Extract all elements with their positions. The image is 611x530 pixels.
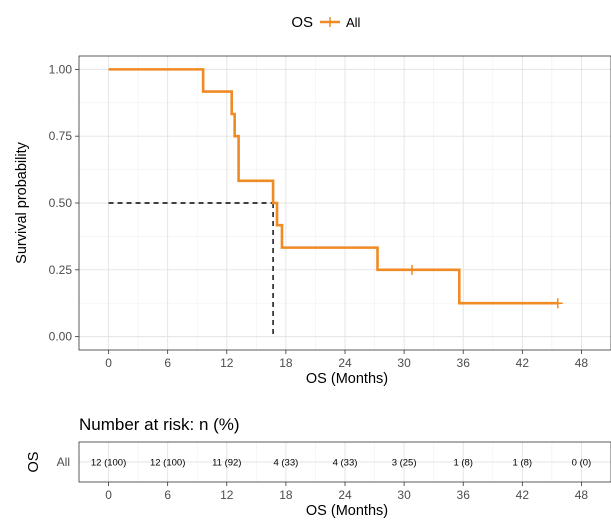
legend-label-all: All [346, 15, 361, 30]
risk-cell: 4 (33) [333, 458, 358, 469]
survival-curve-all [108, 68, 558, 305]
risk-x-tick-label: 6 [164, 488, 171, 502]
risk-cell: 12 (100) [91, 458, 126, 469]
y-tick-label: 0.50 [49, 196, 73, 210]
risk-table-panel: Number at risk: n (%) OS All 12 (100) 12 … [26, 415, 611, 519]
x-tick-label: 24 [338, 356, 352, 370]
risk-x-tick-label: 48 [575, 488, 589, 502]
median-survival-line [108, 202, 274, 337]
risk-cell: 1 (8) [453, 458, 473, 469]
y-tick-label: 0.25 [49, 263, 73, 277]
risk-x-axis-title: OS (Months) [306, 503, 388, 519]
x-tick-label: 36 [457, 356, 471, 370]
y-tick-label: 1.00 [49, 62, 73, 76]
risk-x-tick-label: 30 [397, 488, 411, 502]
risk-table-title: Number at risk: n (%) [79, 415, 240, 434]
risk-x-tick-label: 18 [279, 488, 293, 502]
risk-cell: 12 (100) [150, 458, 185, 469]
risk-x-tick-label: 12 [220, 488, 234, 502]
risk-x-tick-label: 24 [338, 488, 352, 502]
risk-cell: 0 (0) [572, 458, 592, 469]
censor-mark [552, 298, 563, 309]
x-tick-label: 18 [279, 356, 293, 370]
censor-mark [406, 264, 417, 275]
series-group [108, 68, 563, 337]
legend-title: OS [291, 14, 313, 31]
x-axis-title: OS (Months) [306, 371, 388, 387]
risk-row-label-all: All [57, 455, 70, 469]
risk-cell: 4 (33) [273, 458, 298, 469]
x-tick-label: 0 [105, 356, 112, 370]
x-tick-label: 12 [220, 356, 234, 370]
risk-cell: 1 (8) [513, 458, 533, 469]
survival-plot-panel: 0 6 12 18 24 30 36 42 48 0.00 0.25 0.50 0.75 1.00 OS (… [14, 55, 611, 387]
x-tick-label: 48 [575, 356, 589, 370]
y-axis-title: Survival probability [14, 141, 30, 263]
risk-x-tick-label: 0 [105, 488, 112, 502]
risk-table-grid [79, 442, 611, 482]
legend: OS All [291, 14, 360, 31]
risk-x-tick-label: 42 [516, 488, 530, 502]
y-tick-label: 0.00 [49, 330, 73, 344]
risk-table-x-axis: 0 6 12 18 24 30 36 42 48 OS (Months) [105, 482, 588, 519]
risk-cell: 3 (25) [392, 458, 417, 469]
x-tick-label: 42 [516, 356, 530, 370]
axes-group: 0 6 12 18 24 30 36 42 48 0.00 0.25 0.50 0.75 1.00 OS (… [14, 62, 588, 387]
risk-cell: 11 (92) [212, 458, 241, 469]
risk-table-group-label: OS [26, 452, 42, 473]
x-tick-label: 30 [397, 356, 411, 370]
x-tick-label: 6 [164, 356, 171, 370]
risk-table-cells: 12 (100) 12 (100) 11 (92) 4 (33) 4 (33) 3 (25… [91, 458, 591, 469]
risk-x-tick-label: 36 [457, 488, 471, 502]
y-tick-label: 0.75 [49, 129, 73, 143]
